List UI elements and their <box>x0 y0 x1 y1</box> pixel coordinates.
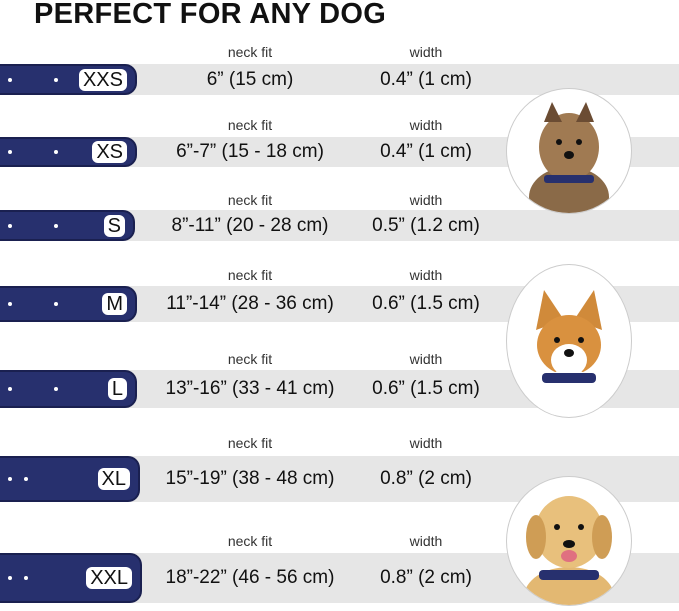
collar-hole <box>8 576 12 580</box>
collar-hole <box>54 77 58 82</box>
width-label: width <box>409 192 443 208</box>
collar-swatch: XL <box>0 456 140 502</box>
collar-swatch: L <box>0 370 137 408</box>
collar-hole <box>8 223 12 228</box>
width-value: 0.5” (1.2 cm) <box>372 214 480 236</box>
dog-photo-corgi <box>506 264 632 418</box>
collar-swatch: XXL <box>0 553 142 603</box>
size-badge: S <box>103 214 125 237</box>
collar-hole <box>24 576 28 580</box>
collar-hole <box>54 302 58 306</box>
width-value: 0.6” (1.5 cm) <box>372 378 480 399</box>
size-badge: XS <box>92 141 127 163</box>
collar-hole <box>54 223 58 228</box>
dog-photo-labrador <box>506 476 632 606</box>
neck-fit-value: 6” (15 cm) <box>206 68 294 90</box>
collar-swatch: S <box>0 210 135 241</box>
size-badge: M <box>102 293 127 315</box>
width-value: 0.8” (2 cm) <box>380 468 472 489</box>
neck-fit-value: 18”-22” (46 - 56 cm) <box>165 567 335 588</box>
neck-fit-value: 15”-19” (38 - 48 cm) <box>165 468 335 489</box>
width-label: width <box>409 44 443 60</box>
width-value: 0.4” (1 cm) <box>380 68 472 90</box>
neck-fit-label: neck fit <box>227 435 273 451</box>
size-badge: XXS <box>78 68 127 91</box>
corgi-icon <box>534 290 604 415</box>
neck-fit-label: neck fit <box>227 267 273 283</box>
width-label: width <box>409 351 443 367</box>
width-value: 0.8” (2 cm) <box>380 567 472 588</box>
neck-fit-label: neck fit <box>227 117 273 133</box>
neck-fit-label: neck fit <box>227 192 273 208</box>
width-label: width <box>409 435 443 451</box>
neck-fit-value: 11”-14” (28 - 36 cm) <box>166 293 334 314</box>
neck-fit-value: 13”-16” (33 - 41 cm) <box>165 378 335 399</box>
collar-hole <box>54 150 58 154</box>
collar-swatch: XXS <box>0 64 137 95</box>
neck-fit-value: 6”-7” (15 - 18 cm) <box>176 141 324 162</box>
collar-swatch: M <box>0 286 137 322</box>
width-label: width <box>409 267 443 283</box>
collar-hole <box>8 150 12 154</box>
terrier-icon <box>529 102 609 213</box>
width-label: width <box>409 117 443 133</box>
collar-swatch: XS <box>0 137 137 167</box>
neck-fit-label: neck fit <box>227 533 273 549</box>
neck-fit-value: 8”-11” (20 - 28 cm) <box>171 214 329 236</box>
width-label: width <box>409 533 443 549</box>
collar-hole <box>8 302 12 306</box>
collar-hole <box>8 77 12 82</box>
labrador-icon <box>524 496 614 605</box>
collar-hole <box>54 387 58 391</box>
neck-fit-label: neck fit <box>227 44 273 60</box>
collar-hole <box>24 477 28 481</box>
dog-photo-terrier <box>506 88 632 214</box>
neck-fit-label: neck fit <box>227 351 273 367</box>
collar-hole <box>8 477 12 481</box>
size-badge: L <box>107 378 127 400</box>
width-value: 0.6” (1.5 cm) <box>372 293 480 314</box>
page-title: PERFECT FOR ANY DOG <box>34 0 387 30</box>
collar-hole <box>8 387 12 391</box>
width-value: 0.4” (1 cm) <box>380 141 472 162</box>
size-badge: XL <box>97 468 130 490</box>
size-badge: XXL <box>86 567 132 589</box>
